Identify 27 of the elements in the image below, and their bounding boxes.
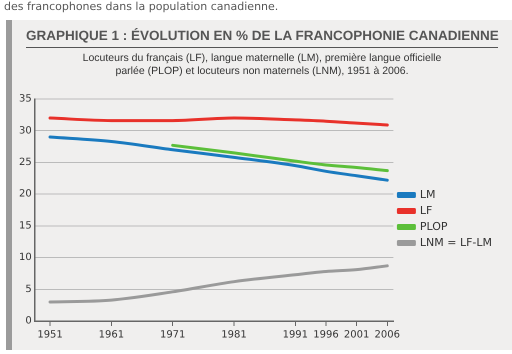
x-tick-label: 1996: [313, 330, 339, 341]
y-tick-label: 35: [18, 94, 32, 105]
y-tick-label: 10: [18, 252, 32, 264]
legend-label: LF: [420, 204, 432, 217]
legend-label: LNM = LF-LM: [420, 236, 492, 249]
x-tick-label: 2001: [344, 330, 370, 341]
y-tick-label: 25: [18, 157, 32, 168]
x-tick-label: 1971: [160, 330, 186, 341]
line-series: [171, 144, 389, 172]
line-series: [48, 116, 389, 127]
x-tick-label: 1961: [98, 330, 124, 341]
line-series: [48, 264, 389, 304]
x-tick-label: 1991: [282, 330, 308, 341]
y-tick-label: 0: [25, 316, 32, 327]
chart-subtitle: Locuteurs du français (LF), langue maternelle (LM), première langue officielle parlée (PLOP) et locuteurs non maternels (LNM), 1951 à 2006.: [82, 52, 442, 78]
y-tick-label: 20: [18, 188, 32, 200]
text: des francophones dans la population canadienne.: [3, 0, 280, 15]
y-tick-label: 30: [18, 125, 32, 136]
y-tick-label: 15: [18, 220, 32, 232]
y-tick-label: 5: [25, 284, 32, 295]
x-tick-label: 1981: [221, 330, 247, 341]
chart-title: GRAPHIQUE 1 : ÉVOLUTION EN % DE LA FRANCOPHONIE CANADIENNE: [26, 28, 499, 48]
line-series: [48, 136, 389, 182]
x-tick-label: 2006: [374, 330, 400, 341]
x-tick-label: 1951: [37, 330, 63, 341]
legend-label: LM: [420, 188, 436, 201]
legend-label: PLOP: [420, 220, 448, 233]
